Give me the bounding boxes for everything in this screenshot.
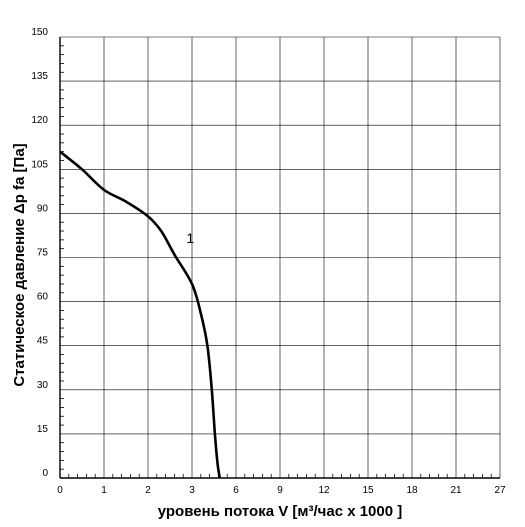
minor-ticks <box>60 45 492 478</box>
y-tick-labels: 0 15 30 45 60 75 90 105 120 135 150 <box>31 27 48 479</box>
y-tick-label: 0 <box>42 468 48 479</box>
y-tick-label: 30 <box>37 380 49 391</box>
y-tick-label: 105 <box>31 159 48 170</box>
x-tick-label: 15 <box>362 485 374 496</box>
x-tick-label: 3 <box>189 485 195 496</box>
x-tick-label: 6 <box>233 485 239 496</box>
y-axis-title: Статическое давление Δp fa [Па] <box>11 143 28 386</box>
y-tick-label: 120 <box>31 115 48 126</box>
x-tick-label: 1 <box>101 485 107 496</box>
y-tick-label: 45 <box>37 336 49 347</box>
x-tick-label: 12 <box>318 485 330 496</box>
x-axis-title: уровень потока V [м³/час x 1000 ] <box>158 503 403 520</box>
y-tick-label: 150 <box>31 27 48 38</box>
x-tick-label: 27 <box>494 485 506 496</box>
x-tick-label: 18 <box>406 485 418 496</box>
grid-lines <box>59 36 501 479</box>
y-tick-label: 90 <box>37 203 49 214</box>
x-tick-label: 0 <box>57 485 63 496</box>
series-label: 1 <box>186 230 194 246</box>
x-tick-label: 2 <box>145 485 151 496</box>
x-tick-label: 21 <box>450 485 462 496</box>
y-tick-label: 135 <box>31 71 48 82</box>
y-tick-label: 60 <box>37 292 49 303</box>
series-group: 1 <box>59 150 222 479</box>
x-tick-label: 9 <box>277 485 283 496</box>
axes <box>59 37 500 479</box>
x-tick-labels: 012369121518212733 <box>57 485 506 496</box>
series-line <box>59 150 222 479</box>
y-tick-label: 15 <box>37 424 49 435</box>
y-tick-label: 75 <box>37 248 49 259</box>
